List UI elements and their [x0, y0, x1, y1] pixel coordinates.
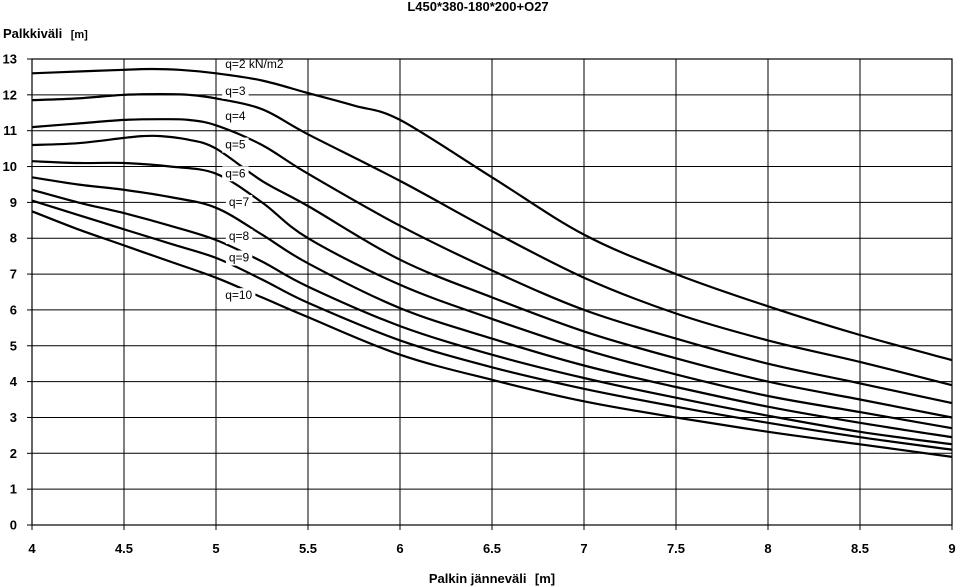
y-tick-label: 0 [10, 518, 17, 533]
series-label-bg [222, 288, 256, 304]
series-line-1 [31, 67, 953, 362]
x-axis-label: Palkin jänneväli [429, 571, 527, 586]
y-tick-label: 7 [10, 267, 17, 282]
series-label: q=2 kN/m2 [225, 57, 284, 71]
series-label: q=3 [225, 84, 246, 98]
x-tick-label: 7 [580, 541, 587, 556]
series-label-bg [222, 108, 249, 124]
y-tick-label: 3 [10, 410, 17, 425]
series-line-6 [31, 176, 953, 439]
y-tick-label: 9 [10, 195, 17, 210]
series-label-bg [222, 137, 249, 153]
series-label: q=9 [229, 251, 250, 265]
grid [27, 58, 953, 530]
y-tick-label: 6 [10, 302, 17, 317]
series-label-bg [222, 56, 290, 72]
series-line-9 [31, 210, 953, 458]
y-axis-label: Palkkiväli [3, 26, 62, 41]
series-label-bg [225, 194, 253, 210]
series-label: q=4 [225, 109, 246, 123]
series-label: q=10 [225, 288, 252, 302]
series-label: q=8 [229, 229, 250, 243]
plot-frame [31, 58, 953, 526]
y-tick-label: 5 [10, 338, 17, 353]
series-labels: q=2 kN/m2 q=3 q=4 q=5 q=6 q=7 q=8 q=9 q=10 [222, 56, 290, 304]
series-label-bg [222, 83, 249, 99]
series-label-bg [222, 166, 249, 182]
x-tick-label: 5.5 [299, 541, 317, 556]
series-label-bg [225, 229, 253, 245]
chart-title: L450*380-180*200+O27 [407, 0, 548, 14]
series-line-8 [31, 199, 953, 451]
series-line-5 [31, 160, 953, 430]
series-line-7 [31, 188, 953, 446]
x-tick-label: 6 [396, 541, 403, 556]
y-tick-label: 4 [10, 374, 18, 389]
series-label-bg [225, 250, 253, 266]
x-tick-label: 6.5 [483, 541, 501, 556]
x-tick-label: 8 [764, 541, 771, 556]
y-tick-label: 8 [10, 231, 17, 246]
series-line-3 [31, 118, 953, 405]
x-tick-label: 5 [212, 541, 219, 556]
y-tick-label: 1 [10, 482, 17, 497]
y-tick-label: 13 [3, 52, 17, 67]
y-tick-label: 12 [3, 87, 17, 102]
series-line-2 [31, 93, 953, 387]
y-tick-label: 10 [3, 159, 17, 174]
series-line-4 [31, 134, 953, 419]
series-lines [31, 67, 953, 458]
y-axis-title: Palkkiväli [m] [3, 25, 88, 42]
x-tick-label: 8.5 [851, 541, 869, 556]
series-label: q=7 [229, 195, 250, 209]
series-label: q=5 [225, 138, 246, 152]
y-tick-label: 11 [3, 123, 17, 138]
x-axis-title: Palkin jänneväli [m] [429, 570, 555, 587]
y-axis-unit: [m] [71, 29, 88, 41]
x-axis-unit: [m] [535, 571, 555, 586]
x-tick-label: 9 [948, 541, 955, 556]
x-tick-label: 4.5 [115, 541, 133, 556]
y-tick-label: 2 [10, 446, 17, 461]
x-tick-label: 7.5 [667, 541, 685, 556]
series-label: q=6 [225, 166, 246, 180]
x-tick-label: 4 [28, 541, 36, 556]
